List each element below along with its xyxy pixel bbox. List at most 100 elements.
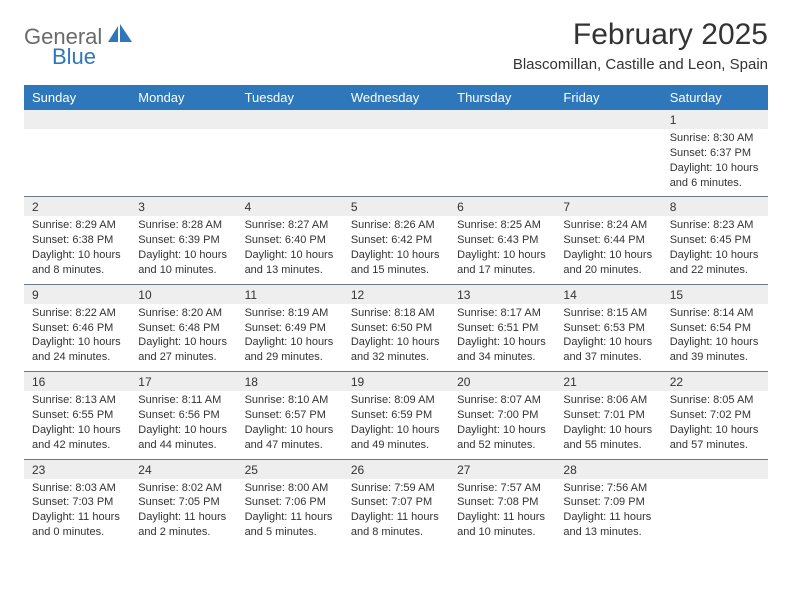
sunset-line: Sunset: 6:50 PM xyxy=(351,321,441,336)
day-detail-cell xyxy=(130,129,236,197)
day-number-row: 2345678 xyxy=(24,197,768,216)
daylight-line: Daylight: 10 hours and 44 minutes. xyxy=(138,423,228,453)
daylight-line: Daylight: 11 hours and 5 minutes. xyxy=(245,510,335,540)
sunset-line: Sunset: 7:09 PM xyxy=(563,495,653,510)
day-detail-cell: Sunrise: 8:20 AMSunset: 6:48 PMDaylight:… xyxy=(130,304,236,372)
page-header: General Blue February 2025 Blascomillan,… xyxy=(24,18,768,73)
sunset-line: Sunset: 6:39 PM xyxy=(138,233,228,248)
day-detail-cell: Sunrise: 8:11 AMSunset: 6:56 PMDaylight:… xyxy=(130,391,236,459)
sunset-line: Sunset: 6:53 PM xyxy=(563,321,653,336)
day-number-cell: 24 xyxy=(130,460,236,479)
sunrise-line: Sunrise: 8:05 AM xyxy=(670,393,760,408)
day-number-row: 16171819202122 xyxy=(24,372,768,391)
day-number-cell xyxy=(237,110,343,129)
daylight-line: Daylight: 11 hours and 2 minutes. xyxy=(138,510,228,540)
day-number-cell: 28 xyxy=(555,460,661,479)
day-detail-cell: Sunrise: 7:56 AMSunset: 7:09 PMDaylight:… xyxy=(555,479,661,546)
day-number-cell: 1 xyxy=(662,110,768,129)
day-detail-cell xyxy=(449,129,555,197)
day-number-cell: 20 xyxy=(449,372,555,391)
col-thursday: Thursday xyxy=(449,85,555,110)
col-monday: Monday xyxy=(130,85,236,110)
day-detail-cell: Sunrise: 8:25 AMSunset: 6:43 PMDaylight:… xyxy=(449,216,555,284)
sunrise-line: Sunrise: 8:06 AM xyxy=(563,393,653,408)
day-number-row: 1 xyxy=(24,110,768,129)
day-number-cell: 6 xyxy=(449,197,555,216)
sunset-line: Sunset: 6:44 PM xyxy=(563,233,653,248)
day-detail-cell: Sunrise: 8:30 AMSunset: 6:37 PMDaylight:… xyxy=(662,129,768,197)
sunrise-line: Sunrise: 8:10 AM xyxy=(245,393,335,408)
daylight-line: Daylight: 10 hours and 32 minutes. xyxy=(351,335,441,365)
sunset-line: Sunset: 7:05 PM xyxy=(138,495,228,510)
col-tuesday: Tuesday xyxy=(237,85,343,110)
day-detail-row: Sunrise: 8:22 AMSunset: 6:46 PMDaylight:… xyxy=(24,304,768,372)
daylight-line: Daylight: 10 hours and 55 minutes. xyxy=(563,423,653,453)
brand-text: General Blue xyxy=(24,24,134,68)
sunrise-line: Sunrise: 8:26 AM xyxy=(351,218,441,233)
day-detail-cell: Sunrise: 8:13 AMSunset: 6:55 PMDaylight:… xyxy=(24,391,130,459)
day-detail-cell: Sunrise: 8:23 AMSunset: 6:45 PMDaylight:… xyxy=(662,216,768,284)
day-number-cell: 18 xyxy=(237,372,343,391)
sunrise-line: Sunrise: 7:56 AM xyxy=(563,481,653,496)
day-number-cell: 15 xyxy=(662,285,768,304)
day-detail-cell: Sunrise: 8:03 AMSunset: 7:03 PMDaylight:… xyxy=(24,479,130,546)
daylight-line: Daylight: 10 hours and 39 minutes. xyxy=(670,335,760,365)
daylight-line: Daylight: 10 hours and 15 minutes. xyxy=(351,248,441,278)
sunrise-line: Sunrise: 8:30 AM xyxy=(670,131,760,146)
daylight-line: Daylight: 10 hours and 49 minutes. xyxy=(351,423,441,453)
daylight-line: Daylight: 10 hours and 47 minutes. xyxy=(245,423,335,453)
day-number-cell: 3 xyxy=(130,197,236,216)
day-detail-cell: Sunrise: 8:15 AMSunset: 6:53 PMDaylight:… xyxy=(555,304,661,372)
day-number-cell xyxy=(130,110,236,129)
brand-word2: Blue xyxy=(52,46,134,68)
day-detail-cell: Sunrise: 8:27 AMSunset: 6:40 PMDaylight:… xyxy=(237,216,343,284)
daylight-line: Daylight: 10 hours and 17 minutes. xyxy=(457,248,547,278)
day-number-cell: 2 xyxy=(24,197,130,216)
day-detail-cell: Sunrise: 7:59 AMSunset: 7:07 PMDaylight:… xyxy=(343,479,449,546)
sunrise-line: Sunrise: 8:20 AM xyxy=(138,306,228,321)
sunrise-line: Sunrise: 8:03 AM xyxy=(32,481,122,496)
day-detail-cell: Sunrise: 8:14 AMSunset: 6:54 PMDaylight:… xyxy=(662,304,768,372)
day-detail-cell xyxy=(555,129,661,197)
title-block: February 2025 Blascomillan, Castille and… xyxy=(513,18,768,73)
daylight-line: Daylight: 10 hours and 20 minutes. xyxy=(563,248,653,278)
day-detail-row: Sunrise: 8:29 AMSunset: 6:38 PMDaylight:… xyxy=(24,216,768,284)
daylight-line: Daylight: 10 hours and 52 minutes. xyxy=(457,423,547,453)
col-sunday: Sunday xyxy=(24,85,130,110)
day-number-cell: 19 xyxy=(343,372,449,391)
daylight-line: Daylight: 11 hours and 8 minutes. xyxy=(351,510,441,540)
day-number-row: 232425262728 xyxy=(24,460,768,479)
day-detail-cell: Sunrise: 8:02 AMSunset: 7:05 PMDaylight:… xyxy=(130,479,236,546)
day-detail-cell: Sunrise: 8:00 AMSunset: 7:06 PMDaylight:… xyxy=(237,479,343,546)
sunset-line: Sunset: 6:55 PM xyxy=(32,408,122,423)
calendar-table: Sunday Monday Tuesday Wednesday Thursday… xyxy=(24,85,768,546)
sunrise-line: Sunrise: 8:25 AM xyxy=(457,218,547,233)
sunset-line: Sunset: 7:03 PM xyxy=(32,495,122,510)
sunset-line: Sunset: 6:42 PM xyxy=(351,233,441,248)
sunset-line: Sunset: 6:43 PM xyxy=(457,233,547,248)
sunrise-line: Sunrise: 8:09 AM xyxy=(351,393,441,408)
day-number-cell: 26 xyxy=(343,460,449,479)
day-detail-row: Sunrise: 8:30 AMSunset: 6:37 PMDaylight:… xyxy=(24,129,768,197)
day-detail-cell: Sunrise: 8:22 AMSunset: 6:46 PMDaylight:… xyxy=(24,304,130,372)
day-detail-cell: Sunrise: 8:24 AMSunset: 6:44 PMDaylight:… xyxy=(555,216,661,284)
day-number-cell: 13 xyxy=(449,285,555,304)
calendar-body: 1Sunrise: 8:30 AMSunset: 6:37 PMDaylight… xyxy=(24,110,768,546)
day-number-cell xyxy=(662,460,768,479)
calendar-page: General Blue February 2025 Blascomillan,… xyxy=(0,0,792,612)
day-number-cell: 17 xyxy=(130,372,236,391)
weekday-header-row: Sunday Monday Tuesday Wednesday Thursday… xyxy=(24,85,768,110)
daylight-line: Daylight: 10 hours and 37 minutes. xyxy=(563,335,653,365)
day-detail-cell: Sunrise: 8:17 AMSunset: 6:51 PMDaylight:… xyxy=(449,304,555,372)
daylight-line: Daylight: 10 hours and 22 minutes. xyxy=(670,248,760,278)
sunrise-line: Sunrise: 8:18 AM xyxy=(351,306,441,321)
day-detail-cell: Sunrise: 8:26 AMSunset: 6:42 PMDaylight:… xyxy=(343,216,449,284)
sunrise-line: Sunrise: 7:59 AM xyxy=(351,481,441,496)
sunset-line: Sunset: 7:02 PM xyxy=(670,408,760,423)
sunset-line: Sunset: 6:40 PM xyxy=(245,233,335,248)
day-number-cell: 27 xyxy=(449,460,555,479)
day-number-row: 9101112131415 xyxy=(24,285,768,304)
day-detail-cell: Sunrise: 8:28 AMSunset: 6:39 PMDaylight:… xyxy=(130,216,236,284)
sunset-line: Sunset: 6:49 PM xyxy=(245,321,335,336)
day-number-cell xyxy=(449,110,555,129)
